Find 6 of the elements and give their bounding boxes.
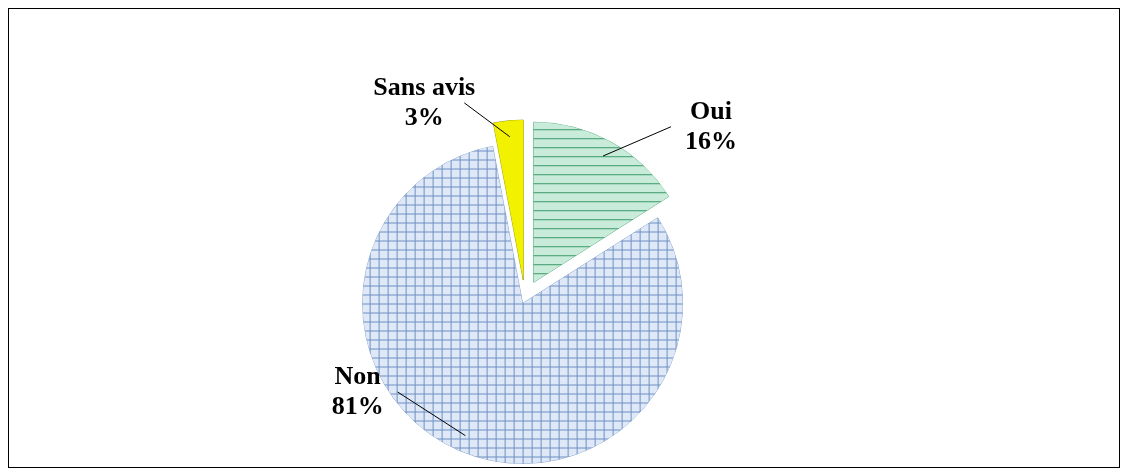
slice-label: Sans avis <box>373 71 476 101</box>
data-label: 81% <box>331 391 384 420</box>
data-label: 3% <box>404 101 444 131</box>
slice-label: Non <box>334 361 382 390</box>
slice-label: Oui <box>690 95 732 125</box>
data-label: 16% <box>684 125 737 155</box>
